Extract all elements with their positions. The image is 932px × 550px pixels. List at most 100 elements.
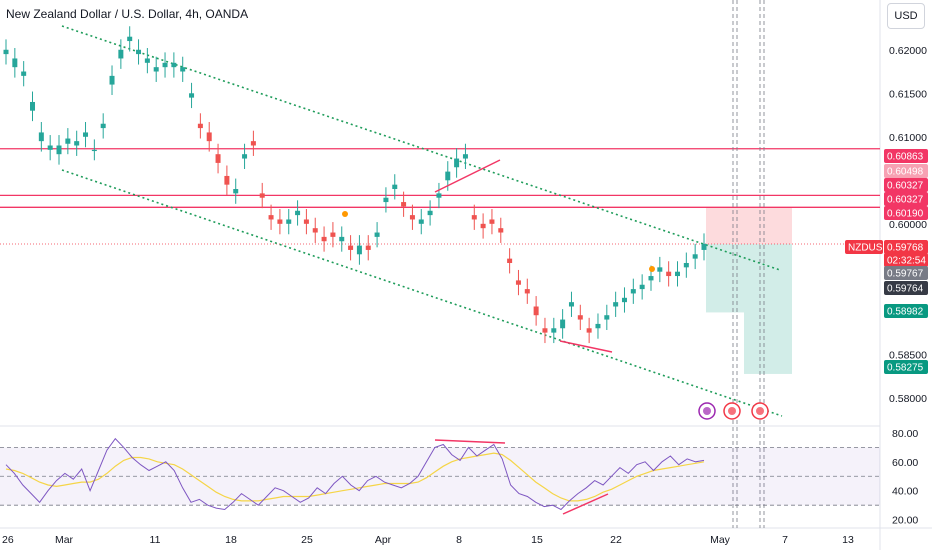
candle-body [551, 328, 557, 333]
candle-body [47, 145, 53, 150]
price-label-text: 0.60327 [887, 181, 924, 192]
candle-body [427, 210, 433, 216]
candle-body [595, 323, 601, 329]
candle-body [118, 49, 124, 59]
candle-body [613, 302, 619, 307]
rsi-tick-label: 80.00 [892, 428, 918, 440]
price-label-text: 0.60498 [887, 167, 924, 178]
candle-body [462, 154, 468, 159]
price-label-text: 0.58982 [887, 307, 924, 318]
chart-title: New Zealand Dollar / U.S. Dollar, 4h, OA… [6, 7, 249, 21]
candle-body [242, 154, 248, 159]
candle-body [259, 193, 265, 198]
price-tick-label: 0.60000 [889, 219, 927, 231]
rsi-tick-label: 20.00 [892, 515, 918, 527]
candle-body [56, 145, 62, 155]
price-label-tag [884, 281, 928, 295]
price-label-tag [884, 266, 928, 280]
candle-body [250, 141, 256, 146]
candle-body [339, 236, 345, 242]
candle-body [268, 215, 274, 220]
candle-body [330, 232, 336, 237]
candle-body [144, 58, 150, 63]
candle-body [471, 215, 477, 220]
candle-body [560, 319, 566, 329]
candle-body [30, 101, 36, 111]
candle-body [524, 289, 530, 294]
time-tick-label: Apr [375, 534, 392, 546]
candle-body [171, 62, 177, 68]
rsi-divergence-line [562, 493, 609, 515]
dividend-marker [649, 266, 655, 272]
candle-body [91, 149, 97, 152]
price-tick-label: 0.61500 [889, 88, 927, 100]
price-label-tag [884, 304, 928, 318]
rsi-line [5, 437, 705, 511]
candle-body [100, 123, 106, 129]
time-tick-label: 22 [610, 534, 622, 546]
candle-body [74, 141, 80, 146]
candle-body [445, 171, 451, 181]
currency-button[interactable]: USD [887, 3, 925, 29]
candle-body [498, 228, 504, 233]
candle-body [639, 284, 645, 290]
price-tick-label: 0.61000 [889, 132, 927, 144]
candle-body [224, 175, 230, 185]
candle-body [136, 49, 142, 55]
candle-body [356, 245, 362, 255]
candle-body [197, 123, 203, 129]
event-icon [728, 407, 736, 415]
candle-body [321, 236, 327, 242]
time-tick-label: May [710, 534, 731, 546]
candle-body [507, 258, 513, 263]
candle-body [303, 219, 309, 224]
rsi-ma-line [5, 452, 705, 502]
channel-lower-line [61, 169, 783, 417]
price-label-tag [884, 360, 928, 374]
candle-body [215, 154, 221, 163]
candle-body [666, 271, 672, 277]
price-label-text: 0.60190 [887, 209, 924, 220]
time-tick-label: 11 [150, 534, 161, 546]
candle-body [568, 302, 574, 307]
event-icon [756, 407, 764, 415]
candle-body [692, 254, 698, 259]
candle-body [233, 189, 239, 194]
time-tick-label: 15 [531, 534, 543, 546]
position-target-zone [706, 244, 744, 313]
price-label-tag [845, 240, 883, 254]
time-tick-label: 7 [782, 534, 788, 546]
price-label-text: 0.59767 [887, 269, 924, 280]
price-label-tag [884, 206, 928, 220]
price-label-text: 02:32:54 [887, 256, 926, 267]
price-label-tag [884, 149, 928, 163]
rsi-divergence-line [434, 439, 506, 444]
candle-body [189, 93, 195, 98]
price-tick-label: 0.62000 [889, 45, 927, 57]
rsi-tick-label: 60.00 [892, 457, 918, 469]
time-tick-label: 25 [301, 534, 313, 546]
price-label-text: 0.59768 [887, 243, 924, 254]
price-label-tag [884, 164, 928, 178]
time-tick-label: 18 [225, 534, 237, 546]
candle-body [392, 184, 398, 190]
candle-body [21, 71, 27, 76]
candle-body [418, 219, 424, 224]
price-tick-label: 0.58000 [889, 393, 927, 405]
candle-body [683, 262, 689, 268]
price-label-text: NZDUSD [848, 243, 890, 254]
position-target-zone [744, 244, 792, 374]
candle-body [409, 215, 415, 220]
candle-body [162, 62, 168, 68]
candle-body [109, 75, 115, 85]
price-label-tag [884, 192, 928, 206]
channel-upper-line [61, 25, 781, 271]
time-tick-label: 13 [842, 534, 854, 546]
event-icon [703, 407, 711, 415]
candle-body [533, 306, 539, 316]
candle-body [12, 58, 18, 68]
candle-body [83, 132, 89, 137]
candle-body [401, 202, 407, 207]
price-label-text: 0.60863 [887, 152, 924, 163]
